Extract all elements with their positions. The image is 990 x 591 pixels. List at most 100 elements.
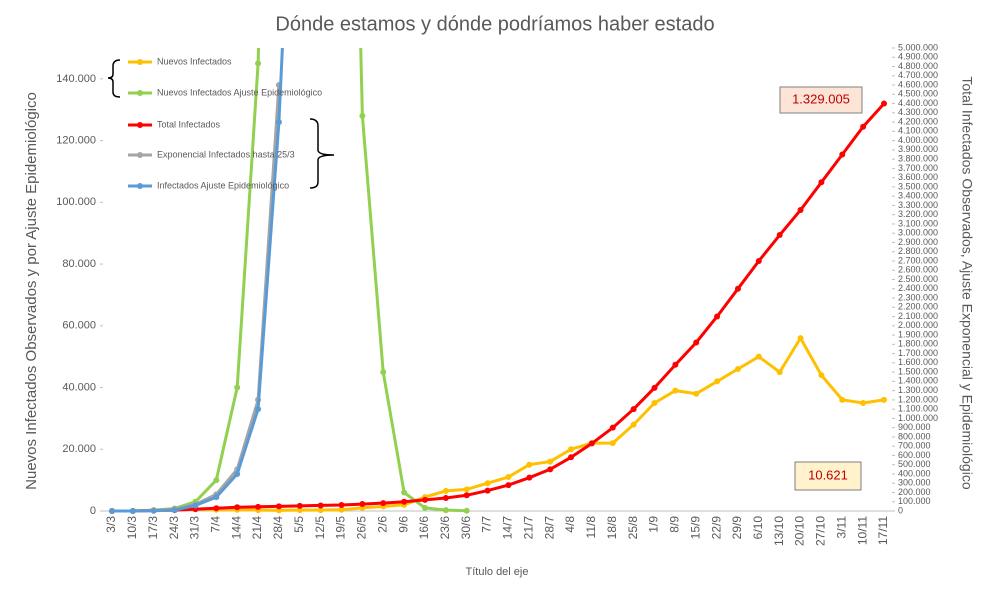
- y-tick-label: 0: [90, 505, 96, 517]
- x-tick-label: 28/4: [271, 516, 285, 540]
- point: [463, 486, 470, 493]
- point: [505, 482, 512, 489]
- x-tick-label: 2/6: [375, 516, 389, 533]
- point: [755, 353, 762, 360]
- point: [484, 480, 491, 487]
- x-tick-label: 17/3: [146, 516, 160, 540]
- x-tick-label: 23/6: [438, 516, 452, 540]
- point: [317, 502, 324, 509]
- point: [317, 507, 324, 514]
- point: [714, 313, 721, 320]
- y2-tick-label: 4.200.000: [898, 116, 938, 126]
- legend-label: Infectados Ajuste Epidemiológico: [157, 180, 289, 190]
- y2-tick-label: 600.000: [898, 450, 931, 460]
- point: [296, 507, 303, 514]
- point: [359, 501, 366, 508]
- x-tick-label: 31/3: [188, 516, 202, 540]
- y2-tick-label: 1.000.000: [898, 413, 938, 423]
- y2-tick-label: 4.600.000: [898, 79, 938, 89]
- annotation: 10.621: [808, 467, 848, 482]
- point: [234, 470, 241, 477]
- x-tick-label: 14/7: [501, 516, 515, 540]
- x-tick-label: 12/5: [313, 516, 327, 540]
- point: [568, 454, 575, 461]
- point: [338, 501, 345, 508]
- annotation: 1.329.005: [792, 91, 850, 106]
- legend-swatch-dot: [137, 183, 143, 189]
- point: [150, 507, 157, 514]
- y2-tick-label: 3.600.000: [898, 172, 938, 182]
- x-tick-label: 21/4: [250, 516, 264, 540]
- point: [881, 396, 887, 403]
- point: [275, 119, 282, 126]
- y2-tick-label: 1.600.000: [898, 357, 938, 367]
- point: [442, 487, 449, 494]
- point: [463, 492, 470, 499]
- point: [401, 489, 408, 496]
- x-tick-label: 14/4: [229, 516, 243, 540]
- y2-tick-label: 1.400.000: [898, 376, 938, 386]
- point: [818, 372, 825, 379]
- point: [234, 384, 241, 391]
- x-tick-label: 27/10: [814, 516, 828, 546]
- legend-brace: [309, 118, 335, 189]
- y2-tick-label: 1.800.000: [898, 339, 938, 349]
- point: [275, 503, 282, 510]
- point: [818, 179, 825, 186]
- point: [860, 123, 867, 130]
- point: [797, 335, 804, 342]
- point: [672, 361, 679, 368]
- point: [734, 366, 741, 373]
- y2-tick-label: 700.000: [898, 441, 931, 451]
- chart-title: Dónde estamos y dónde podríamos haber es…: [275, 13, 714, 35]
- y2-tick-label: 0: [898, 505, 903, 515]
- point: [401, 498, 408, 505]
- x-tick-label: 4/8: [563, 516, 577, 533]
- point: [484, 487, 491, 494]
- y-tick-label: 80.000: [62, 258, 96, 270]
- x-tick-label: 15/9: [688, 516, 702, 540]
- point: [776, 232, 783, 239]
- point: [213, 477, 220, 484]
- point: [860, 399, 867, 406]
- series-line: [112, 335, 885, 513]
- annotation-box: [794, 461, 862, 491]
- y2-tick-label: 1.300.000: [898, 385, 938, 395]
- y2-tick-label: 3.800.000: [898, 153, 938, 163]
- y2-tick-label: 100.000: [898, 496, 931, 506]
- y2-tick-label: 3.100.000: [898, 218, 938, 228]
- x-tick-label: 19/5: [334, 516, 348, 540]
- point: [526, 474, 533, 481]
- point: [588, 440, 595, 447]
- point: [338, 506, 345, 513]
- point: [881, 100, 887, 107]
- y2-tick-label: 2.600.000: [898, 265, 938, 275]
- y-tick-label: 60.000: [62, 320, 96, 332]
- y2-tick-label: 400.000: [898, 468, 931, 478]
- plot-area: [109, 48, 887, 514]
- point: [526, 461, 533, 468]
- y2-tick-label: 900.000: [898, 422, 931, 432]
- point: [296, 502, 303, 509]
- point: [797, 207, 804, 214]
- x-tick-label: 30/6: [459, 516, 473, 540]
- point: [776, 369, 783, 376]
- y-tick-label: 100.000: [56, 196, 96, 208]
- point: [463, 507, 470, 514]
- y2-tick-label: 5.000.000: [898, 42, 938, 52]
- y2-tick-label: 3.200.000: [898, 209, 938, 219]
- y2-tick-label: 2.000.000: [898, 320, 938, 330]
- y2-tick-label: 4.700.000: [898, 70, 938, 80]
- x-tick-label: 25/8: [626, 516, 640, 540]
- legend-swatch-dot: [137, 122, 143, 128]
- point: [714, 378, 721, 385]
- y2-tick-label: 3.900.000: [898, 144, 938, 154]
- x-tick-label: 24/3: [167, 516, 181, 540]
- point: [234, 504, 241, 511]
- y2-tick-label: 1.200.000: [898, 394, 938, 404]
- series-line: [112, 48, 284, 513]
- y-tick-label: 120.000: [56, 135, 96, 147]
- x-tick-label: 5/5: [292, 516, 306, 533]
- x-tick-label: 3/3: [104, 516, 118, 533]
